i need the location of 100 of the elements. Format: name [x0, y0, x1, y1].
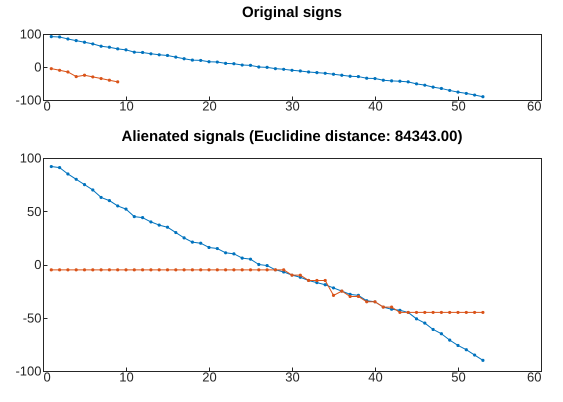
point — [74, 74, 78, 78]
point — [324, 72, 327, 75]
point — [473, 353, 476, 357]
point — [50, 164, 53, 168]
point — [190, 58, 194, 62]
point — [100, 76, 103, 80]
point — [58, 166, 62, 170]
point — [232, 62, 236, 66]
point — [116, 47, 120, 50]
x-tick-label: 10 — [119, 370, 134, 384]
point — [158, 53, 161, 56]
point — [158, 268, 161, 272]
point — [174, 268, 178, 272]
point — [149, 268, 152, 272]
point — [100, 268, 103, 272]
point — [166, 226, 170, 229]
point — [100, 196, 103, 199]
point — [315, 278, 318, 282]
point — [481, 358, 484, 362]
point — [406, 80, 410, 84]
point — [91, 75, 94, 78]
point — [398, 80, 402, 83]
point — [91, 188, 94, 192]
point — [132, 214, 136, 218]
point — [232, 268, 236, 272]
point — [199, 58, 202, 62]
point — [348, 294, 352, 298]
x-tick-label: 10 — [119, 98, 134, 114]
point — [174, 56, 178, 59]
x-tick-label: 30 — [285, 370, 300, 384]
point — [248, 268, 252, 272]
point — [190, 268, 194, 272]
point — [423, 321, 426, 325]
point — [124, 48, 128, 52]
point — [414, 82, 418, 86]
point — [182, 57, 186, 60]
point — [124, 268, 128, 272]
point — [207, 268, 211, 272]
point — [58, 268, 62, 272]
point — [166, 268, 170, 272]
point — [224, 62, 228, 65]
point — [282, 68, 286, 71]
point — [66, 172, 70, 176]
point — [298, 69, 302, 73]
point — [365, 76, 368, 80]
y-tick-label: 50 — [27, 204, 42, 219]
point — [473, 310, 476, 314]
point — [324, 283, 327, 286]
point — [108, 199, 111, 202]
point — [266, 268, 269, 272]
point — [440, 332, 443, 336]
point — [174, 230, 178, 234]
x-tick-label: 50 — [451, 98, 466, 114]
point — [398, 310, 402, 314]
point — [166, 54, 170, 58]
point — [390, 79, 394, 82]
point — [448, 338, 452, 342]
point — [141, 268, 144, 272]
point — [240, 256, 244, 260]
point — [382, 78, 385, 82]
point — [456, 90, 460, 94]
point — [74, 178, 78, 181]
point — [464, 310, 468, 314]
point — [290, 68, 294, 72]
point — [423, 84, 426, 87]
x-tick-label: 40 — [368, 370, 383, 384]
y-tick-label: 100 — [20, 150, 42, 166]
point — [373, 76, 377, 80]
point — [274, 67, 277, 70]
point — [100, 44, 103, 48]
chart-title: Original signs — [242, 4, 342, 21]
y-tick-label: -100 — [15, 92, 42, 108]
x-tick-label: 40 — [368, 98, 383, 114]
point — [74, 268, 78, 272]
x-tick-label: 60 — [527, 98, 542, 114]
point — [240, 268, 244, 272]
point — [58, 35, 62, 39]
point — [91, 268, 94, 272]
point — [216, 246, 219, 250]
point — [448, 88, 452, 92]
point — [324, 278, 327, 282]
x-tick-label: 20 — [202, 98, 217, 114]
x-tick-label: 30 — [285, 98, 300, 114]
point — [414, 310, 418, 314]
x-tick-label: 50 — [451, 370, 466, 384]
point — [50, 67, 53, 70]
point — [141, 216, 144, 220]
point — [307, 70, 310, 74]
chart-title: Alienated signals (Euclidine distance: 84343.00) — [122, 128, 462, 145]
point — [348, 74, 352, 78]
x-tick-label: 0 — [44, 370, 51, 384]
point — [340, 74, 344, 77]
point — [448, 310, 452, 314]
point — [356, 74, 360, 78]
point — [440, 310, 443, 314]
point — [82, 40, 86, 44]
point — [282, 268, 286, 272]
point — [50, 35, 53, 38]
point — [224, 251, 228, 254]
point — [149, 52, 152, 56]
